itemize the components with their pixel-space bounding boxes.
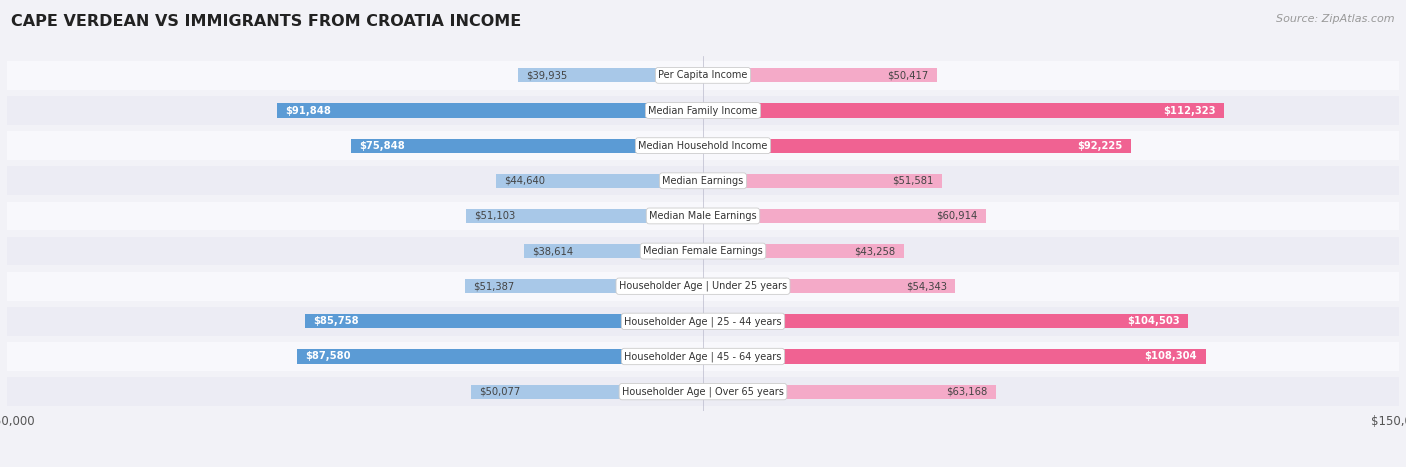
Text: $60,914: $60,914 bbox=[936, 211, 977, 221]
Text: Householder Age | Under 25 years: Householder Age | Under 25 years bbox=[619, 281, 787, 291]
Bar bbox=[7, 61, 1399, 90]
Text: $43,258: $43,258 bbox=[855, 246, 896, 256]
Bar bbox=[703, 209, 986, 223]
Text: $50,077: $50,077 bbox=[479, 387, 520, 396]
Bar bbox=[297, 349, 703, 363]
Bar bbox=[7, 237, 1399, 265]
Text: $54,343: $54,343 bbox=[905, 281, 946, 291]
Text: $51,581: $51,581 bbox=[893, 176, 934, 186]
Bar bbox=[352, 139, 703, 153]
Text: $39,935: $39,935 bbox=[526, 71, 567, 80]
Bar bbox=[7, 377, 1399, 406]
Bar bbox=[464, 279, 703, 293]
Bar bbox=[471, 385, 703, 399]
Text: $108,304: $108,304 bbox=[1144, 352, 1197, 361]
Bar bbox=[7, 131, 1399, 160]
Text: Householder Age | 25 - 44 years: Householder Age | 25 - 44 years bbox=[624, 316, 782, 326]
Text: $63,168: $63,168 bbox=[946, 387, 988, 396]
Text: Householder Age | Over 65 years: Householder Age | Over 65 years bbox=[621, 386, 785, 397]
Text: Source: ZipAtlas.com: Source: ZipAtlas.com bbox=[1277, 14, 1395, 24]
Text: $50,417: $50,417 bbox=[887, 71, 928, 80]
Bar bbox=[7, 342, 1399, 371]
Text: $87,580: $87,580 bbox=[305, 352, 350, 361]
Text: $51,103: $51,103 bbox=[474, 211, 516, 221]
Text: $85,758: $85,758 bbox=[314, 316, 359, 326]
Text: Median Household Income: Median Household Income bbox=[638, 141, 768, 151]
Bar bbox=[703, 349, 1205, 363]
Text: $112,323: $112,323 bbox=[1163, 106, 1216, 115]
Bar bbox=[703, 68, 936, 82]
Text: $51,387: $51,387 bbox=[472, 281, 515, 291]
Bar bbox=[703, 139, 1130, 153]
Text: $44,640: $44,640 bbox=[505, 176, 546, 186]
Bar bbox=[703, 314, 1188, 328]
Bar bbox=[305, 314, 703, 328]
Bar bbox=[703, 104, 1225, 118]
Text: Median Earnings: Median Earnings bbox=[662, 176, 744, 186]
Bar bbox=[7, 96, 1399, 125]
Bar bbox=[703, 244, 904, 258]
Text: Householder Age | 45 - 64 years: Householder Age | 45 - 64 years bbox=[624, 351, 782, 362]
Bar bbox=[7, 307, 1399, 336]
Text: CAPE VERDEAN VS IMMIGRANTS FROM CROATIA INCOME: CAPE VERDEAN VS IMMIGRANTS FROM CROATIA … bbox=[11, 14, 522, 29]
Bar bbox=[703, 385, 995, 399]
Bar bbox=[524, 244, 703, 258]
Bar bbox=[496, 174, 703, 188]
Text: $104,503: $104,503 bbox=[1126, 316, 1180, 326]
Text: $38,614: $38,614 bbox=[533, 246, 574, 256]
Text: Per Capita Income: Per Capita Income bbox=[658, 71, 748, 80]
Text: Median Family Income: Median Family Income bbox=[648, 106, 758, 115]
Text: $92,225: $92,225 bbox=[1077, 141, 1122, 151]
Bar bbox=[277, 104, 703, 118]
Text: $91,848: $91,848 bbox=[285, 106, 330, 115]
Bar bbox=[7, 166, 1399, 195]
Bar bbox=[703, 174, 942, 188]
Bar bbox=[7, 202, 1399, 230]
Text: Median Male Earnings: Median Male Earnings bbox=[650, 211, 756, 221]
Bar bbox=[7, 272, 1399, 301]
Text: Median Female Earnings: Median Female Earnings bbox=[643, 246, 763, 256]
Bar bbox=[465, 209, 703, 223]
Bar bbox=[703, 279, 955, 293]
Bar bbox=[517, 68, 703, 82]
Text: $75,848: $75,848 bbox=[360, 141, 405, 151]
